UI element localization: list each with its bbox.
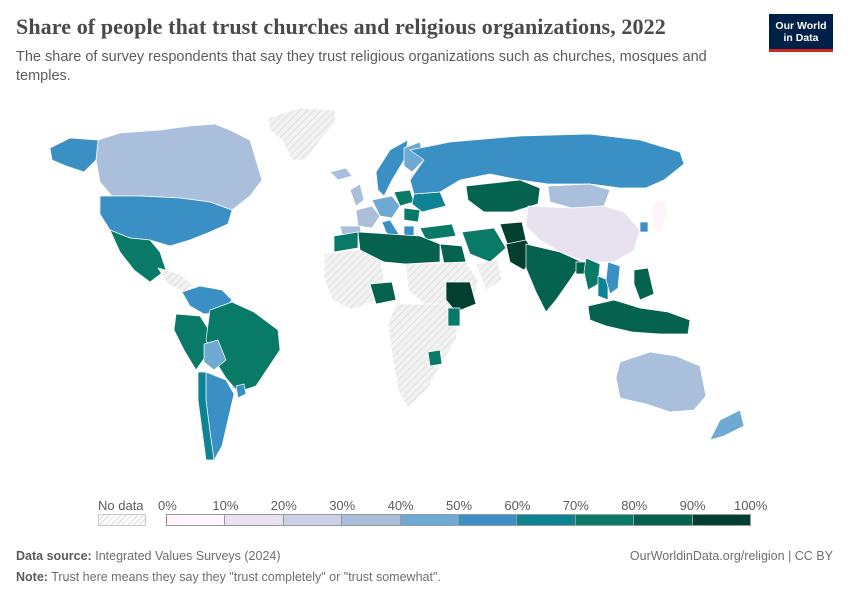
map-region-no-data[interactable] <box>475 259 503 291</box>
data-source-link[interactable]: Integrated Values Surveys (2024) <box>95 549 281 563</box>
note-text: Trust here means they say they "trust co… <box>51 570 441 584</box>
map-region-scandinavia[interactable] <box>375 139 409 197</box>
map-region-kazakhstan[interactable] <box>465 179 541 213</box>
legend-bin-50-60[interactable] <box>458 514 518 526</box>
legend-tick-label: 40% <box>387 498 414 513</box>
map-region-vietnam[interactable] <box>605 261 621 295</box>
map-region-morocco[interactable] <box>333 231 359 253</box>
legend-tick-label: 100% <box>734 498 768 513</box>
map-region-romania[interactable] <box>403 207 421 223</box>
legend-tick-label: 0% <box>158 498 177 513</box>
legend-tick-label: 90% <box>679 498 706 513</box>
legend-tick-label: 50% <box>446 498 473 513</box>
map-region-india[interactable] <box>525 243 583 313</box>
map-region-myanmar[interactable] <box>583 257 601 291</box>
map-region-uruguay[interactable] <box>235 383 247 399</box>
logo-line-1: Our World <box>775 19 827 32</box>
legend-tick-label: 30% <box>329 498 356 513</box>
legend-tick-label: 20% <box>270 498 297 513</box>
map-region-australia[interactable] <box>615 351 707 413</box>
legend-tick-label: 10% <box>212 498 239 513</box>
map-region-ukraine[interactable] <box>411 191 447 213</box>
legend-bin-10-20[interactable] <box>224 514 284 526</box>
map-region-no-data[interactable] <box>157 267 195 293</box>
data-source: Data source: Integrated Values Surveys (… <box>16 549 281 563</box>
map-region-russia[interactable] <box>409 133 685 195</box>
map-region-new-zealand[interactable] <box>709 409 745 441</box>
legend-tick-label: 60% <box>504 498 531 513</box>
map-region-peru[interactable] <box>173 313 211 371</box>
map-region-ethiopia[interactable] <box>445 281 477 313</box>
map-region-uk[interactable] <box>349 183 365 207</box>
map-region-greenland[interactable] <box>267 107 336 161</box>
legend-tick-label: 80% <box>621 498 648 513</box>
legend-no-data-swatch <box>98 514 146 526</box>
color-legend: No data 0% 10% 20% 30% 40% 50% 60% 70% 80% 90% 100… <box>0 494 850 534</box>
map-region-canada[interactable] <box>95 123 263 211</box>
legend-tick-label: 70% <box>562 498 589 513</box>
data-source-label: Data source: <box>16 549 92 563</box>
note-label: Note: <box>16 570 48 584</box>
chart-subtitle: The share of survey respondents that say… <box>16 49 707 84</box>
map-region-algeria-libya[interactable] <box>357 231 441 265</box>
map-region-alaska[interactable] <box>49 137 99 173</box>
legend-no-data-label: No data <box>98 498 144 513</box>
legend-bin-80-90[interactable] <box>633 514 693 526</box>
legend-bin-90-100[interactable] <box>691 514 751 526</box>
map-region-turkey[interactable] <box>419 223 457 241</box>
map-region-no-data[interactable] <box>387 303 459 409</box>
map-region-japan[interactable] <box>651 197 669 233</box>
map-region-south-korea[interactable] <box>639 221 649 233</box>
source-url[interactable]: OurWorldinData.org/religion | CC BY <box>629 549 833 563</box>
map-region-iceland[interactable] <box>329 167 353 181</box>
legend-bin-20-30[interactable] <box>282 514 343 526</box>
map-region-nigeria[interactable] <box>369 281 397 305</box>
map-region-central-europe[interactable] <box>371 195 401 219</box>
legend-bin-0-10[interactable] <box>166 514 226 526</box>
world-map <box>49 107 745 461</box>
map-region-france[interactable] <box>355 205 381 229</box>
map-region-chile[interactable] <box>197 371 215 461</box>
map-region-mongolia[interactable] <box>547 183 611 209</box>
map-region-china[interactable] <box>525 205 641 263</box>
map-region-zimbabwe[interactable] <box>427 349 443 367</box>
legend-bin-60-70[interactable] <box>516 514 576 526</box>
map-region-philippines[interactable] <box>633 267 655 301</box>
map-region-egypt[interactable] <box>439 243 467 265</box>
logo-line-2: in Data <box>783 31 819 44</box>
map-region-indonesia[interactable] <box>587 299 691 335</box>
map-region-bolivia[interactable] <box>203 339 227 371</box>
map-region-thailand[interactable] <box>597 275 609 301</box>
note: Note: Trust here means they say they "tr… <box>16 570 441 584</box>
legend-bin-30-40[interactable] <box>341 514 401 526</box>
legend-bin-70-80[interactable] <box>574 514 635 526</box>
owid-logo[interactable]: Our World in Data <box>769 14 833 52</box>
map-region-iran[interactable] <box>461 227 507 263</box>
chart-title: Share of people that trust churches and … <box>16 14 666 39</box>
legend-bin-40-50[interactable] <box>399 514 459 526</box>
map-region-kenya[interactable] <box>447 307 461 327</box>
